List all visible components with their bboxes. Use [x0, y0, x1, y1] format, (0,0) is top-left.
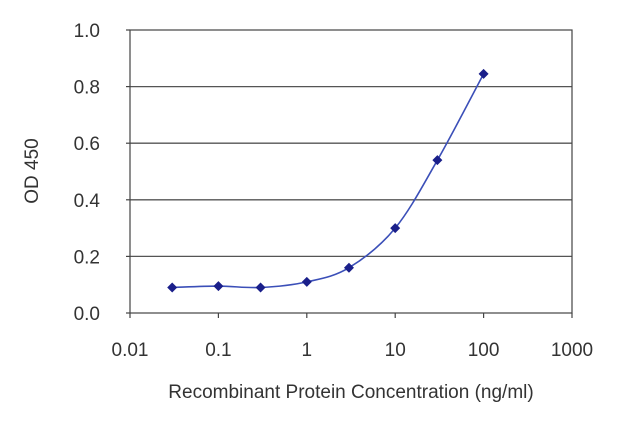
- x-tick-label: 1: [302, 340, 313, 361]
- x-axis-title: Recombinant Protein Concentration (ng/ml…: [168, 382, 533, 403]
- data-point-marker: [167, 282, 178, 293]
- x-tick-label: 10: [385, 340, 406, 361]
- y-tick-label: 0.0: [74, 304, 100, 325]
- x-tick-label: 0.01: [112, 340, 149, 361]
- y-tick-label: 0.8: [74, 78, 100, 99]
- data-point-marker: [478, 68, 489, 79]
- y-tick-label: 0.4: [74, 191, 101, 212]
- x-tick-label: 1000: [551, 340, 593, 361]
- x-tick-label: 100: [468, 340, 500, 361]
- y-tick-label: 0.2: [74, 247, 100, 268]
- plot-area-frame: [129, 29, 573, 314]
- x-tick-label: 0.1: [205, 340, 231, 361]
- y-tick-label: 1.0: [74, 21, 100, 42]
- y-axis-title: OD 450: [22, 138, 43, 203]
- x-axis-ticks: 0.01 0.1 1 10 100 1000: [112, 313, 593, 361]
- data-point-marker: [213, 281, 224, 292]
- data-point-marker: [343, 262, 354, 273]
- y-axis-ticks: 0.0 0.2 0.4 0.6 0.8 1.0: [74, 21, 130, 325]
- data-point-marker: [390, 223, 401, 234]
- series-layer: [167, 68, 489, 293]
- data-point-marker: [432, 155, 443, 166]
- data-point-marker: [301, 276, 312, 287]
- data-point-marker: [255, 282, 266, 293]
- y-tick-label: 0.6: [74, 134, 100, 155]
- grid-layer: [130, 85, 572, 258]
- series-line: [172, 73, 485, 289]
